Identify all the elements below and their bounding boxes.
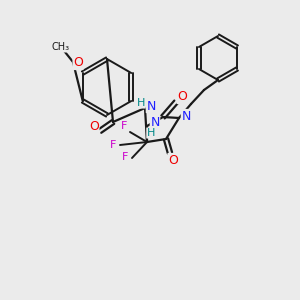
Text: N: N (150, 116, 160, 130)
Text: H: H (147, 128, 155, 138)
Text: O: O (89, 121, 99, 134)
Text: H: H (137, 98, 145, 108)
Text: F: F (121, 121, 127, 131)
Text: CH₃: CH₃ (52, 42, 70, 52)
Text: N: N (181, 110, 191, 122)
Text: F: F (122, 152, 128, 162)
Text: N: N (146, 100, 156, 112)
Text: O: O (177, 91, 187, 103)
Text: O: O (73, 56, 83, 70)
Text: F: F (110, 140, 116, 150)
Text: O: O (168, 154, 178, 166)
